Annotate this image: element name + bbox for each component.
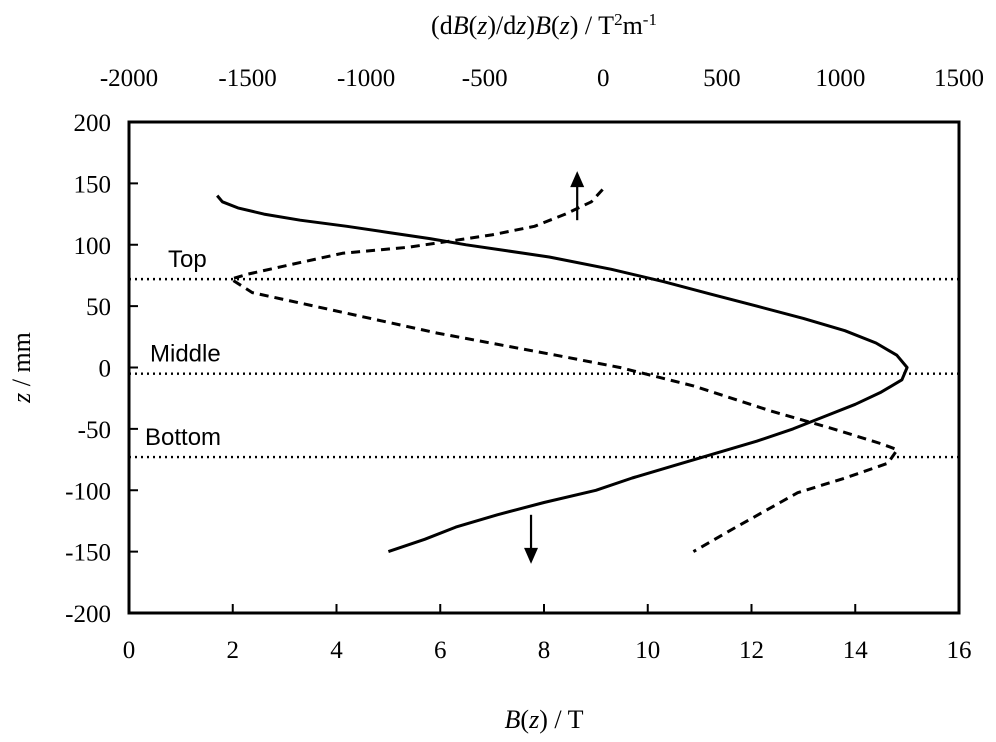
axis-title-part: B (535, 11, 551, 40)
top-axis-tick-label: -500 (462, 65, 508, 92)
arrow-down-icon (524, 547, 539, 564)
bottom-axis-tick-label: 16 (947, 637, 972, 664)
left-axis-tick-label: 200 (74, 110, 112, 137)
axis-title-part: ( (551, 11, 560, 40)
region-label-bottom: Bottom (145, 424, 221, 451)
axis-title-part: ( (469, 11, 478, 40)
axis-title-part: 2 (614, 10, 623, 29)
top-axis-tick-label: 1500 (934, 65, 984, 92)
left-axis-tick-label: -150 (65, 540, 111, 567)
top-axis-tick-label: 500 (703, 65, 741, 92)
arrow-up-icon (570, 171, 585, 188)
left-axis-tick-label: 150 (74, 171, 112, 198)
axis-title-part: z (515, 11, 526, 40)
axis-title-part: B (453, 11, 469, 40)
top-axis-tick-label: 1000 (815, 65, 865, 92)
axis-title-part: z (528, 705, 539, 734)
left-axis-tick-label: 100 (74, 233, 112, 260)
top-axis-tick-label: -1000 (337, 65, 395, 92)
left-axis-tick-label: 50 (86, 294, 111, 321)
top-axis-tick-label: -2000 (100, 65, 158, 92)
axis-title-part: z (7, 393, 36, 404)
axis-title-part: ) (526, 11, 535, 40)
plot-frame (127, 120, 961, 615)
bottom-axis-tick-label: 4 (330, 637, 343, 664)
top-axis-title: (dB(z)/dz)B(z) / T2m-1 (431, 10, 657, 41)
region-label-top: Top (168, 246, 207, 273)
bottom-axis-tick-label: 6 (434, 637, 447, 664)
left-axis-title: z / mm (7, 332, 36, 404)
axis-title-part: z (476, 11, 487, 40)
series-gradient-product-line (229, 188, 899, 553)
top-axis-tick-label: 0 (597, 65, 610, 92)
bottom-axis-tick-label: 0 (123, 637, 136, 664)
bottom-axis-title: B(z) / T (505, 705, 584, 734)
axis-title-part: B (505, 705, 521, 734)
axis-title-part: (d (431, 11, 453, 40)
axis-title-part: ) / T (570, 11, 614, 40)
bottom-axis-tick-label: 14 (843, 637, 869, 664)
axis-title-part: ) / T (539, 705, 583, 734)
axis-title-part: -1 (643, 10, 657, 29)
axis-title-part: m (623, 11, 643, 40)
bottom-axis-tick-label: 12 (739, 637, 764, 664)
top-axis-tick-label: -1500 (218, 65, 276, 92)
bottom-axis-tick-label: 8 (538, 637, 551, 664)
axis-title-part: )/d (487, 11, 516, 40)
left-axis-tick-label: -100 (65, 478, 111, 505)
bottom-axis-tick-label: 10 (635, 637, 660, 664)
axis-title-part: z (559, 11, 570, 40)
bottom-axis-tick-label: 2 (227, 637, 240, 664)
series-field-line (216, 194, 909, 554)
axis-title-part: / mm (7, 332, 36, 393)
left-axis-tick-label: 0 (99, 356, 112, 383)
axis-title-part: ( (520, 705, 529, 734)
left-axis-tick-label: -200 (65, 601, 111, 628)
region-label-middle: Middle (150, 341, 221, 368)
left-axis-tick-label: -50 (78, 417, 111, 444)
